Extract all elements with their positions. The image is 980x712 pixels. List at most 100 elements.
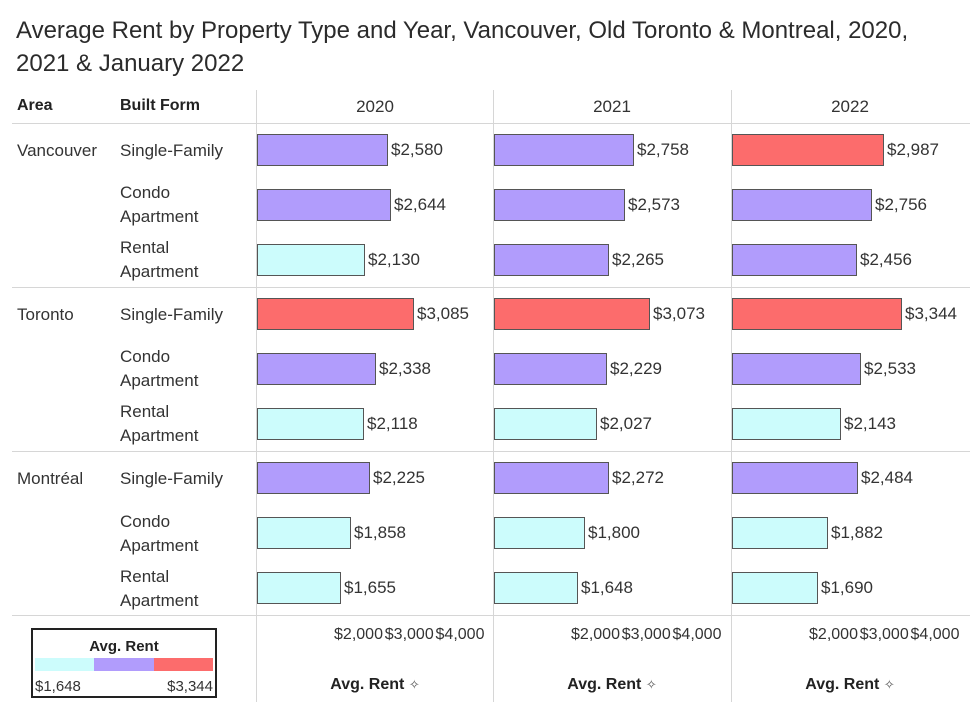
built-form-label: Single-Family [120,469,223,488]
built-form-label: Condo Apartment [120,183,199,226]
bar[interactable] [732,353,861,385]
data-label: $1,882 [831,523,883,542]
data-label: $2,225 [373,468,425,487]
bar[interactable] [732,408,841,440]
panel-divider [731,90,732,702]
x-axis-label-2020[interactable]: Avg. Rent ✧ [257,676,493,694]
data-label: $2,533 [864,359,916,378]
bar[interactable] [732,517,828,549]
data-label: $2,272 [612,468,664,487]
legend-max-label: $3,344 [167,678,213,695]
data-label: $1,655 [344,578,396,597]
x-axis-label-text: Avg. Rent [805,676,880,693]
data-label: $3,085 [417,304,469,323]
bar[interactable] [494,189,625,221]
x-tick-label: $2,000 [334,626,383,643]
built-form-label: Condo Apartment [120,347,199,390]
data-label: $2,756 [875,195,927,214]
x-tick-label: $3,000 [384,626,434,643]
bar[interactable] [257,134,388,166]
bar[interactable] [494,298,650,330]
bar[interactable] [257,353,376,385]
legend-title: Avg. Rent [89,638,159,655]
data-label: $2,130 [368,250,420,269]
bar[interactable] [494,572,578,604]
bar[interactable] [732,462,858,494]
year-header-2021: 2021 [593,97,631,116]
legend-ramp-high [153,658,213,671]
bar[interactable] [732,189,872,221]
pin-icon: ✧ [645,677,657,692]
x-axis-label-2021[interactable]: Avg. Rent ✧ [494,676,730,694]
data-label: $3,344 [905,304,957,323]
year-header-2022: 2022 [831,97,869,116]
bar[interactable] [732,244,857,276]
bar[interactable] [257,462,370,494]
data-label: $2,758 [637,140,689,159]
bar[interactable] [257,408,364,440]
data-label: $3,073 [653,304,705,323]
bar[interactable] [257,517,351,549]
panel-divider [493,90,494,702]
x-axis-label-2022[interactable]: Avg. Rent ✧ [732,676,968,694]
data-label: $2,338 [379,359,431,378]
area-column-header: Area [17,97,53,114]
built-form-label: Single-Family [120,305,223,324]
data-label: $2,987 [887,140,939,159]
bar[interactable] [732,572,818,604]
x-tick-label: $4,000 [672,626,722,643]
data-label: $2,580 [391,140,443,159]
x-axis-label-text: Avg. Rent [330,676,405,693]
built-form-label: Rental Apartment [120,402,199,445]
legend-ramp-low [35,658,95,671]
header-divider [12,123,970,124]
chart-title: Average Rent by Property Type and Year, … [16,17,909,77]
panel-divider [256,90,257,702]
data-label: $2,265 [612,250,664,269]
data-label: $2,484 [861,468,913,487]
x-tick-label: $3,000 [859,626,909,643]
bar[interactable] [257,189,391,221]
year-header-2020: 2020 [356,97,394,116]
group-divider [12,451,970,452]
color-legend[interactable]: Avg. Rent $1,648 $3,344 [31,628,217,698]
data-label: $2,027 [600,414,652,433]
bar[interactable] [494,408,597,440]
x-tick-label: $4,000 [435,626,485,643]
built-form-label: Rental Apartment [120,238,199,281]
group-divider [12,287,970,288]
bar[interactable] [494,462,609,494]
area-label-montreal: Montréal [17,469,84,488]
built-form-label: Single-Family [120,141,223,160]
bar[interactable] [732,134,884,166]
data-label: $1,858 [354,523,406,542]
bar[interactable] [494,244,609,276]
built-form-label: Condo Apartment [120,512,199,555]
x-tick-label: $3,000 [621,626,671,643]
bar[interactable] [257,572,341,604]
x-tick-label: $2,000 [809,626,858,643]
footer-divider [12,615,970,616]
area-label-vancouver: Vancouver [17,141,98,160]
x-tick-label: $2,000 [571,626,620,643]
legend-color-ramp [35,658,213,671]
data-label: $2,573 [628,195,680,214]
bar[interactable] [732,298,902,330]
legend-min-label: $1,648 [35,678,81,695]
legend-ramp-mid [94,658,154,671]
data-label: $2,118 [367,414,418,433]
bar[interactable] [494,134,634,166]
data-label: $1,648 [581,578,633,597]
bar[interactable] [257,244,365,276]
built-form-label: Rental Apartment [120,567,199,610]
data-label: $1,690 [821,578,873,597]
bar[interactable] [257,298,414,330]
data-label: $2,644 [394,195,446,214]
pin-icon: ✧ [883,677,895,692]
data-label: $1,800 [588,523,640,542]
built-form-column-header: Built Form [120,97,200,114]
bar[interactable] [494,353,607,385]
pin-icon: ✧ [408,677,420,692]
bar[interactable] [494,517,585,549]
area-label-toronto: Toronto [17,305,74,324]
